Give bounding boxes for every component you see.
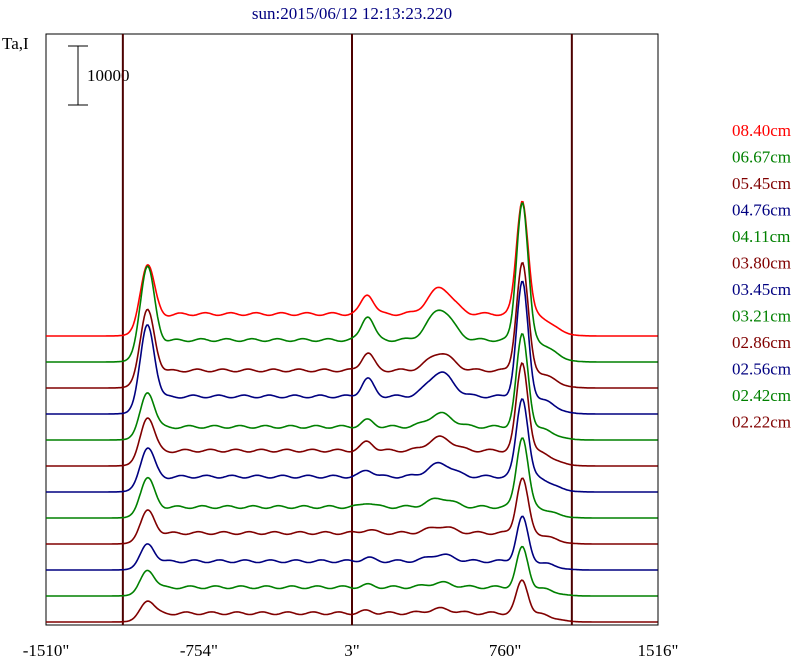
- vertical-markers: [121, 34, 573, 625]
- x-tick-label: -754": [180, 641, 218, 660]
- trace-line: [46, 398, 658, 493]
- legend-entry: 02.42cm: [732, 386, 791, 405]
- trace-line: [46, 280, 658, 415]
- x-axis-ticks: -1510" -754" 3" 760" 1516": [23, 641, 679, 660]
- trace-line: [46, 202, 658, 363]
- x-tick-label: 760": [489, 641, 521, 660]
- x-tick-label: 1516": [638, 641, 679, 660]
- chart-title: sun:2015/06/12 12:13:23.220: [252, 4, 452, 23]
- trace-line: [46, 437, 658, 519]
- x-tick-label: -1510": [23, 641, 70, 660]
- trace-line: [46, 477, 658, 545]
- trace-line: [46, 579, 658, 623]
- trace-line: [46, 333, 658, 441]
- legend: 08.40cm 06.67cm 05.45cm 04.76cm 04.11cm 03.80…: [732, 121, 791, 432]
- traces: [46, 200, 658, 623]
- legend-entry: 05.45cm: [732, 174, 791, 193]
- legend-entry: 06.67cm: [732, 148, 791, 167]
- legend-entry: 03.80cm: [732, 254, 791, 273]
- legend-entry: 08.40cm: [732, 121, 791, 140]
- legend-entry: 04.76cm: [732, 201, 791, 220]
- legend-entry: 03.21cm: [732, 307, 791, 326]
- legend-entry: 02.86cm: [732, 333, 791, 352]
- scale-bar: 10000: [68, 45, 130, 106]
- legend-entry: 02.56cm: [732, 360, 791, 379]
- y-axis-label: Ta,I: [2, 34, 29, 53]
- scale-bar-label: 10000: [87, 66, 130, 85]
- legend-entry: 02.22cm: [732, 413, 791, 432]
- legend-entry: 04.11cm: [732, 227, 790, 246]
- x-tick-label: 3": [344, 641, 359, 660]
- trace-line: [46, 362, 658, 467]
- trace-line: [46, 200, 658, 337]
- legend-entry: 03.45cm: [732, 280, 791, 299]
- trace-line: [46, 261, 658, 389]
- trace-line: [46, 515, 658, 571]
- trace-line: [46, 545, 658, 597]
